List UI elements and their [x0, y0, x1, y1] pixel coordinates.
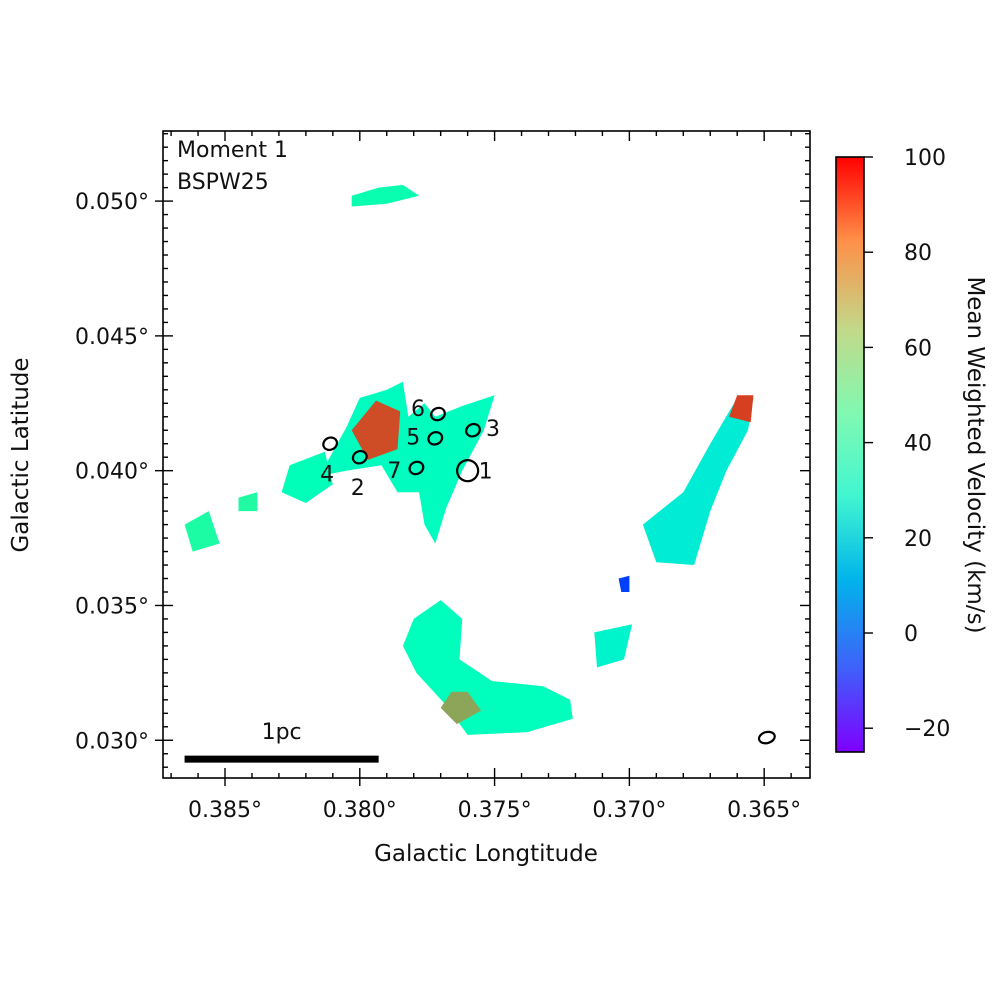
colorbar-tick-label: 100	[904, 146, 946, 171]
colorbar-tick-label: 40	[904, 432, 932, 457]
x-tick-label: 0.385°	[188, 798, 262, 823]
source-ellipse-5	[427, 431, 444, 446]
annotation-block: Moment 1 BSPW25	[177, 138, 288, 195]
x-tick-label: 0.365°	[727, 798, 801, 823]
x-axis-ticks: 0.385° 0.380° 0.375° 0.370° 0.365°	[170, 131, 801, 823]
scale-bar: 1pc	[184, 720, 379, 763]
moment-annotation: Moment 1	[177, 138, 288, 163]
y-axis-ticks: 0.030° 0.035° 0.040° 0.045° 0.050°	[75, 132, 810, 768]
x-tick-label: 0.380°	[323, 798, 397, 823]
colorbar-tick-label: 20	[904, 527, 932, 552]
source-annotation: BSPW25	[177, 170, 269, 195]
source-label-2: 2	[351, 476, 365, 501]
source-ellipse-6	[430, 406, 446, 422]
source-markers: 1 2 3 4 5 6 7	[320, 397, 500, 501]
emission-region-west-lobe	[281, 451, 333, 503]
source-ellipse-2	[351, 449, 368, 465]
emission-region-small-west	[184, 511, 220, 552]
x-axis-label: Galactic Longtitude	[374, 841, 598, 867]
y-tick-label: 0.050°	[75, 190, 149, 215]
beam-ellipse	[757, 730, 776, 745]
colorbar-gradient	[835, 156, 865, 753]
y-tick-label: 0.030°	[75, 729, 149, 754]
source-label-1: 1	[479, 460, 493, 485]
emission-region-small-east	[594, 624, 633, 668]
x-tick-label: 0.375°	[458, 798, 532, 823]
emission-region-speck-b	[618, 575, 630, 592]
source-label-3: 3	[486, 417, 500, 442]
colorbar-tick-label: −20	[904, 717, 950, 742]
source-label-7: 7	[387, 459, 401, 484]
colorbar: 100 80 60 40 20 0 −20 Mean Weighted Velocity (…	[835, 146, 988, 753]
colorbar-label: Mean Weighted Velocity (km/s)	[962, 276, 988, 633]
source-ellipse-4	[322, 436, 339, 452]
emission-region-speck-a	[238, 492, 258, 512]
scale-bar-label: 1pc	[262, 720, 302, 745]
source-label-6: 6	[411, 397, 425, 422]
source-ellipse-1	[456, 459, 480, 483]
emission-region-east-filament	[642, 397, 754, 565]
plot-frame	[162, 130, 811, 779]
x-tick-label: 0.370°	[592, 798, 666, 823]
source-label-5: 5	[406, 425, 420, 450]
emission-region-south-orange	[440, 691, 482, 725]
emission-region-north-streak	[351, 184, 420, 207]
colorbar-tick-label: 0	[904, 622, 918, 647]
emission-map	[184, 184, 754, 735]
source-label-4: 4	[320, 463, 334, 488]
source-ellipse-3	[465, 422, 481, 438]
emission-region-red-core	[351, 400, 401, 460]
y-axis-label: Galactic Latitude	[8, 357, 34, 552]
emission-region-east-red-tip	[729, 395, 754, 423]
colorbar-ticks: 100 80 60 40 20 0 −20	[864, 146, 950, 742]
source-ellipse-7	[408, 460, 425, 476]
plot-background	[163, 131, 810, 778]
scale-bar-line	[184, 755, 379, 763]
y-tick-label: 0.040°	[75, 460, 149, 485]
y-tick-label: 0.035°	[75, 594, 149, 619]
colorbar-tick-label: 60	[904, 336, 932, 361]
colorbar-tick-label: 80	[904, 241, 932, 266]
y-tick-label: 0.045°	[75, 325, 149, 350]
